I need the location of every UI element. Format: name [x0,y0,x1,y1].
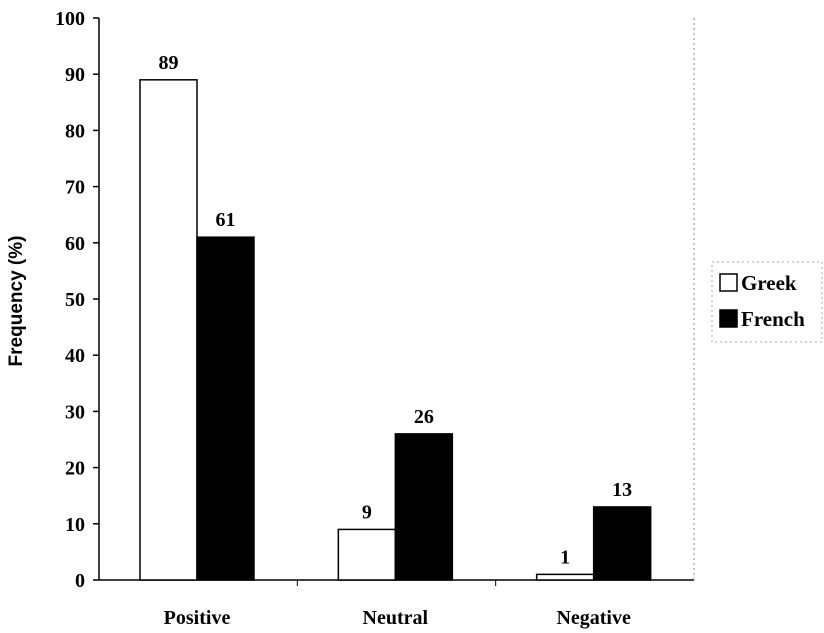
bar-greek-negative [535,573,595,581]
y-tick-label: 100 [55,8,85,30]
data-label: 1 [560,546,570,568]
y-tick-label: 30 [65,401,85,423]
bar-french-negative [592,506,652,581]
bar-greek-neutral [337,528,397,581]
bar-greek-positive [139,79,198,581]
legend-swatch-french [719,309,738,328]
data-label: 13 [612,479,632,501]
data-label: 61 [216,209,236,231]
y-tick-label: 60 [65,233,85,255]
bar-french-neutral [394,433,454,581]
y-tick-label: 90 [65,64,85,86]
y-tick-label: 40 [65,345,85,367]
bar-french-positive [196,236,255,581]
data-label: 89 [159,52,179,74]
y-axis: 0 10 20 30 40 50 60 70 80 90 100 [55,8,99,592]
legend-label: French [741,307,805,331]
y-tick-label: 0 [75,570,85,592]
bars-group: 89 61 9 26 1 13 [139,52,652,581]
x-axis: Positive Neutral Negative [164,580,631,629]
legend-box [711,261,823,343]
x-category-label: Positive [164,607,231,629]
y-tick-label: 20 [65,458,85,480]
y-tick-label: 50 [65,289,85,311]
legend-swatch-greek [719,273,738,292]
y-tick-label: 80 [65,120,85,142]
data-label: 9 [362,501,372,523]
y-tick-label: 10 [65,514,85,536]
x-category-label: Neutral [363,607,429,629]
y-axis-title: Frequency (%) [6,236,27,367]
data-label: 26 [414,406,434,428]
legend-label: Greek [741,271,797,295]
legend: Greek French [711,261,823,343]
y-tick-label: 70 [65,177,85,199]
x-category-label: Negative [556,607,631,629]
